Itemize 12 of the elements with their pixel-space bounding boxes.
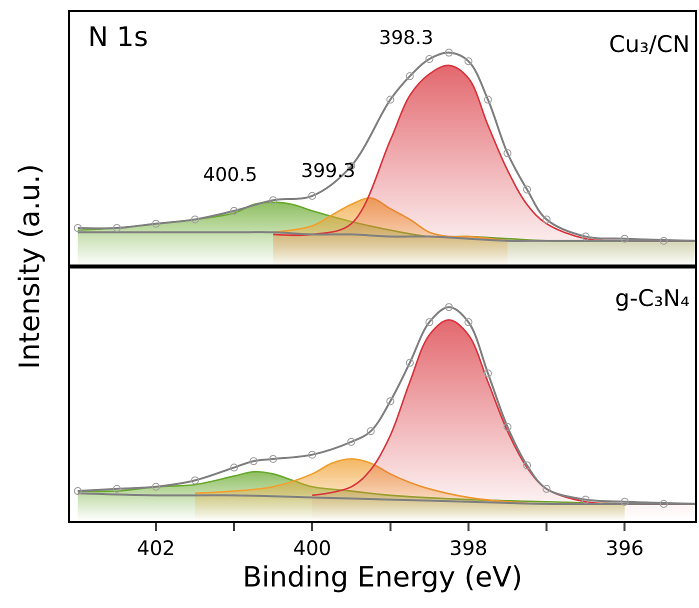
x-tick-label: 400 bbox=[293, 536, 332, 560]
x-tick-label: 402 bbox=[136, 536, 176, 560]
chart-title: N 1s bbox=[88, 22, 148, 53]
x-tick-label: 398 bbox=[449, 536, 488, 560]
x-axis-title: Binding Energy (eV) bbox=[242, 560, 522, 594]
annotation: Cu₃/CN bbox=[609, 32, 690, 58]
y-axis-title: Intensity (a.u.) bbox=[13, 164, 46, 370]
annotation: 399.3 bbox=[301, 160, 356, 182]
annotation: g-C₃N₄ bbox=[615, 286, 690, 312]
x-tick-label: 396 bbox=[606, 536, 644, 560]
annotation: 400.5 bbox=[203, 164, 258, 186]
annotation: 398.3 bbox=[379, 27, 434, 49]
